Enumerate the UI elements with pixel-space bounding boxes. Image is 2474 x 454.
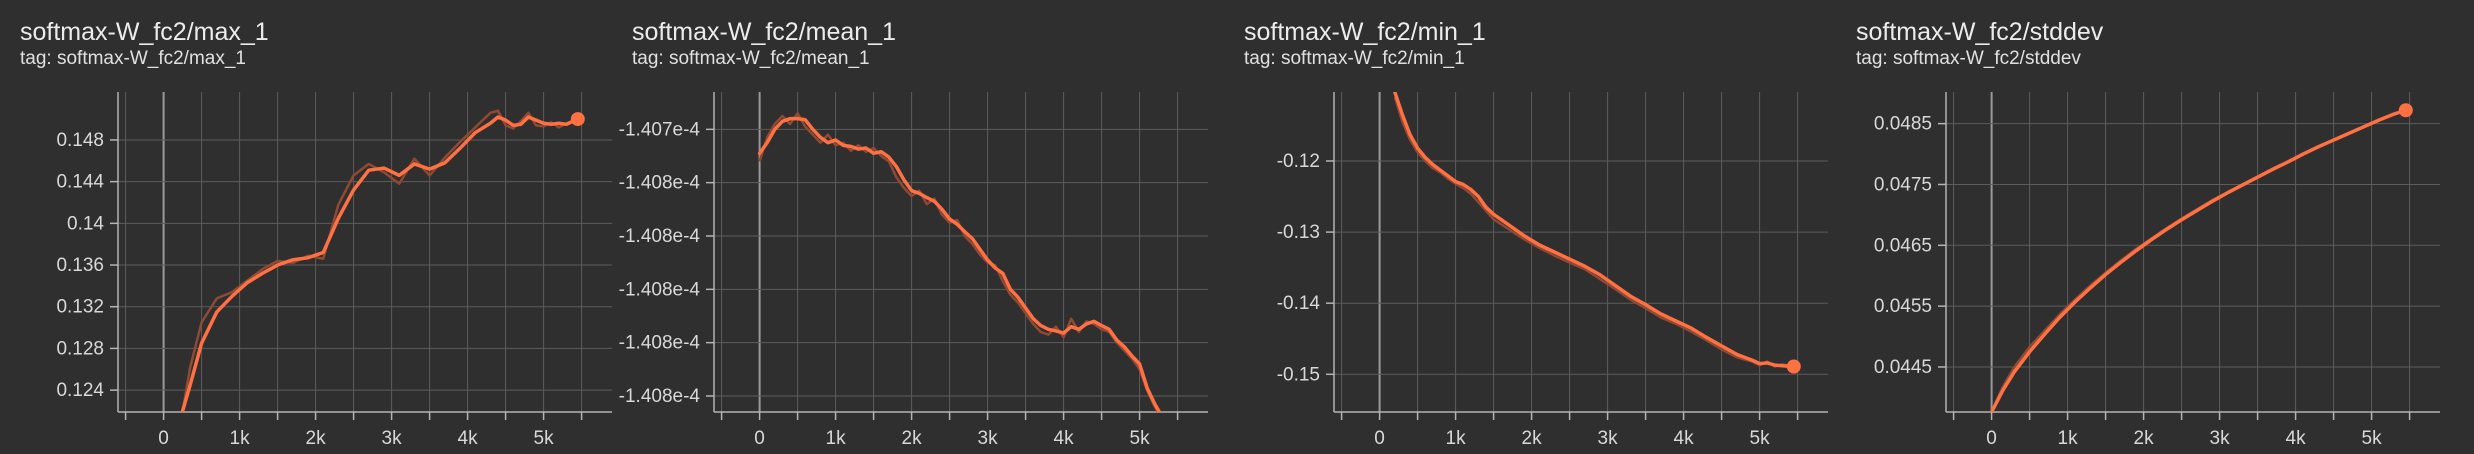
x-tick-label: 3k — [382, 428, 403, 449]
chart-panel-min: softmax-W_fc2/min_1 tag: softmax-W_fc2/m… — [1224, 0, 1828, 454]
y-tick-label: -0.15 — [1277, 364, 1320, 385]
x-tick-label: 2k — [306, 428, 327, 449]
line-chart: 0.124 0.128 0.132 0.136 0.14 0.144 0.148 0 1k 2k 3… — [56, 92, 612, 449]
chart-tag: tag: softmax-W_fc2/stddev — [1856, 48, 2081, 69]
y-tick-label: -1.408e-4 — [619, 333, 701, 354]
x-tick-label: 2k — [1522, 428, 1543, 449]
chart-panel-max: softmax-W_fc2/max_1 tag: softmax-W_fc2/m… — [0, 0, 612, 454]
y-tick-label: -0.14 — [1277, 293, 1321, 314]
series-end-point — [1786, 359, 1801, 374]
x-tick-label: 5k — [1750, 428, 1771, 449]
y-tick-label: 0.128 — [56, 338, 104, 359]
y-tick-label: -1.408e-4 — [619, 173, 701, 194]
y-tick-label: 0.0475 — [1874, 174, 1932, 195]
line-chart: -1.408e-4 -1.408e-4 -1.408e-4 -1.408e-4 -1.4… — [619, 92, 1208, 449]
series-line — [757, 116, 1162, 412]
y-tick-label: 0.0455 — [1874, 296, 1932, 317]
y-tick-label: 0.136 — [56, 255, 104, 276]
y-tick-label: 0.0445 — [1874, 357, 1932, 378]
y-tick-label: -0.13 — [1277, 222, 1320, 243]
y-tick-label: -1.407e-4 — [619, 119, 701, 140]
x-tick-label: 1k — [826, 428, 847, 449]
y-tick-label: 0.0485 — [1874, 114, 1932, 135]
series-line — [1989, 108, 2408, 412]
x-tick-label: 3k — [1598, 428, 1619, 449]
y-tick-label: 0.132 — [56, 297, 104, 318]
x-tick-label: 5k — [2362, 428, 2383, 449]
series-end-point — [2398, 103, 2413, 118]
series-line-raw — [1393, 96, 1795, 368]
chart-tag: tag: softmax-W_fc2/mean_1 — [632, 48, 870, 69]
x-tick-label: 0 — [754, 428, 765, 449]
y-tick-label: -1.408e-4 — [619, 279, 701, 300]
x-tick-label: 1k — [1446, 428, 1467, 449]
x-tick-label: 4k — [1054, 428, 1075, 449]
series-line-raw — [181, 109, 579, 412]
chart-tag: tag: softmax-W_fc2/max_1 — [20, 48, 246, 69]
y-tick-label: -1.408e-4 — [619, 386, 701, 407]
x-tick-label: 1k — [230, 428, 251, 449]
y-tick-label: 0.0465 — [1874, 235, 1932, 256]
x-tick-label: 3k — [978, 428, 999, 449]
series-line — [1393, 92, 1796, 369]
line-chart: -0.15 -0.14 -0.13 -0.12 0 1k 2k 3k 4k 5k — [1277, 92, 1828, 449]
x-tick-label: 3k — [2210, 428, 2231, 449]
x-tick-label: 2k — [2134, 428, 2155, 449]
chart-title: softmax-W_fc2/max_1 — [20, 18, 269, 46]
chart-panel-stddev: softmax-W_fc2/stddev tag: softmax-W_fc2/… — [1836, 0, 2440, 454]
chart-title: softmax-W_fc2/mean_1 — [632, 18, 896, 46]
y-tick-label: 0.124 — [56, 380, 104, 401]
x-tick-label: 4k — [2286, 428, 2307, 449]
x-tick-label: 0 — [1374, 428, 1385, 449]
series-line — [180, 115, 580, 412]
chart-title: softmax-W_fc2/stddev — [1856, 18, 2104, 46]
line-chart: 0.0445 0.0455 0.0465 0.0475 0.0485 0 1k 2k 3k 4k 5… — [1874, 92, 2440, 449]
y-tick-label: -0.12 — [1277, 151, 1320, 172]
chart-panel-mean: softmax-W_fc2/mean_1 tag: softmax-W_fc2/… — [612, 0, 1212, 454]
x-tick-label: 4k — [1674, 428, 1695, 449]
y-tick-label: 0.144 — [56, 172, 104, 193]
x-tick-label: 1k — [2058, 428, 2079, 449]
x-tick-label: 0 — [1986, 428, 1997, 449]
chart-tag: tag: softmax-W_fc2/min_1 — [1244, 48, 1465, 69]
chart-title: softmax-W_fc2/min_1 — [1244, 18, 1486, 46]
x-tick-label: 2k — [902, 428, 923, 449]
y-tick-label: -1.408e-4 — [619, 226, 701, 247]
x-tick-label: 5k — [534, 428, 555, 449]
x-tick-label: 5k — [1130, 428, 1151, 449]
y-tick-label: 0.148 — [56, 130, 104, 151]
series-end-point — [570, 112, 585, 127]
x-tick-label: 4k — [458, 428, 479, 449]
x-tick-label: 0 — [158, 428, 169, 449]
y-tick-label: 0.14 — [67, 213, 104, 234]
